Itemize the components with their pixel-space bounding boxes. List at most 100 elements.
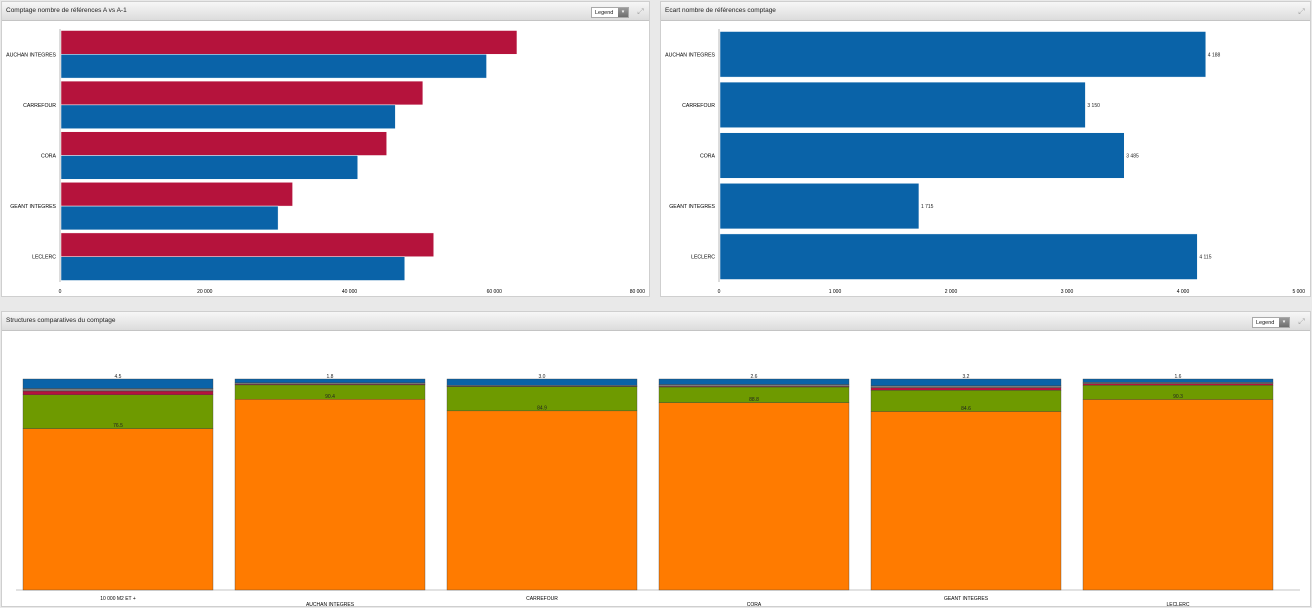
bar [60, 104, 396, 129]
bar-segment [870, 411, 1062, 591]
value-label: 84.9 [537, 405, 547, 411]
value-label: 1 715 [921, 204, 934, 210]
bar-segment [446, 378, 638, 386]
chart-comptage: AUCHAN INTEGRES CARREFOUR CORA GEANT INTEGR… [6, 29, 646, 295]
value-label: 1.6 [1175, 374, 1182, 380]
bar-segment [870, 387, 1062, 391]
bar-segment [446, 386, 638, 412]
tick-label: 2 000 [945, 289, 958, 295]
expand-icon[interactable]: ⤢ [1298, 7, 1305, 16]
chart-structures: 76.5 4.5 10 000 M2 ET + 90.4 1.8 AUCHAN INTEG… [16, 374, 1300, 607]
tick-label: 60 000 [487, 289, 503, 295]
bar [60, 256, 406, 281]
bar-segment [658, 402, 850, 591]
bar-segment [658, 378, 850, 385]
bar [719, 233, 1198, 280]
category-label: CARREFOUR [682, 103, 715, 109]
category-label: CORA [747, 602, 762, 607]
legend-dropdown[interactable]: Legend ▾ [1252, 317, 1290, 328]
panel-header: Ecart nombre de références comptage ⤢ [661, 2, 1310, 21]
bar [60, 54, 487, 79]
bar-segment [234, 382, 426, 385]
bar-segment [1082, 378, 1274, 383]
panel-header: Comptage nombre de références A vs A-1 L… [2, 2, 649, 21]
bar [60, 155, 358, 180]
bar-segment [22, 388, 214, 392]
chart-ecart: AUCHAN INTEGRES 4 188 CARREFOUR 3 150 CORA 3 … [665, 29, 1305, 295]
bar-segment [870, 378, 1062, 386]
value-label: 76.5 [113, 423, 123, 429]
tick-label: 40 000 [342, 289, 358, 295]
tick-label: 5 000 [1292, 289, 1305, 295]
tick-label: 0 [59, 289, 62, 295]
tick-label: 20 000 [197, 289, 213, 295]
category-label: GEANT INTEGRES [669, 204, 715, 210]
value-label: 3 485 [1126, 154, 1139, 160]
bar-segment [658, 384, 850, 387]
category-label: LECLERC [1166, 602, 1189, 607]
tick-label: 1 000 [829, 289, 842, 295]
bar-segment [22, 390, 214, 396]
value-label: 90.4 [325, 394, 335, 400]
value-label: 90.3 [1173, 394, 1183, 400]
category-label: GEANT INTEGRES [944, 596, 989, 602]
value-label: 3.0 [539, 374, 546, 380]
legend-label: Legend [1256, 319, 1275, 326]
category-label: CARREFOUR [526, 596, 558, 602]
value-label: 3 150 [1087, 103, 1100, 109]
bar-segment [1082, 382, 1274, 384]
bar-segment [234, 378, 426, 383]
category-label: AUCHAN INTEGRES [665, 52, 715, 58]
expand-icon[interactable]: ⤢ [637, 7, 644, 16]
bar [719, 81, 1086, 128]
category-label: GEANT INTEGRES [10, 204, 56, 210]
panel-title: Comptage nombre de références A vs A-1 [6, 7, 127, 14]
legend-dropdown[interactable]: Legend ▾ [591, 7, 629, 18]
category-label: 10 000 M2 ET + [100, 596, 136, 602]
bar-segment [446, 410, 638, 591]
bar [60, 80, 424, 106]
bar [60, 182, 293, 207]
category-label: LECLERC [32, 255, 56, 261]
category-label: CARREFOUR [23, 103, 56, 109]
category-label: AUCHAN INTEGRES [6, 52, 56, 58]
panel-header: Structures comparatives du comptage Lege… [2, 312, 1310, 331]
value-label: 88.8 [749, 397, 759, 403]
value-label: 1.8 [327, 374, 334, 380]
panel-ecart: Ecart nombre de références comptage ⤢ AU… [660, 1, 1311, 297]
panel-comptage: Comptage nombre de références A vs A-1 L… [1, 1, 650, 297]
tick-label: 4 000 [1177, 289, 1190, 295]
tick-label: 3 000 [1061, 289, 1074, 295]
bar-segment [22, 378, 214, 389]
bar-segment [22, 428, 214, 591]
value-label: 4 188 [1208, 52, 1221, 58]
value-label: 3.2 [963, 374, 970, 380]
value-label: 2.6 [751, 374, 758, 380]
category-label: CORA [700, 154, 716, 160]
tick-label: 0 [718, 289, 721, 295]
bar-segment [234, 399, 426, 591]
legend-label: Legend [595, 9, 614, 16]
bar [719, 132, 1125, 179]
expand-icon[interactable]: ⤢ [1298, 317, 1305, 326]
chevron-down-icon: ▾ [1279, 318, 1289, 327]
panel-title: Ecart nombre de références comptage [665, 7, 776, 14]
panel-title: Structures comparatives du comptage [6, 317, 116, 324]
value-label: 4 115 [1199, 255, 1211, 261]
bar-segment [1082, 383, 1274, 386]
value-label: 4.5 [115, 374, 122, 380]
bar [60, 205, 279, 231]
bar [60, 232, 434, 257]
category-label: AUCHAN INTEGRES [306, 602, 355, 607]
category-label: LECLERC [691, 255, 715, 261]
panel-structures: Structures comparatives du comptage Lege… [1, 311, 1311, 607]
bar [719, 183, 920, 230]
value-label: 84.6 [961, 406, 971, 412]
bar-segment [22, 394, 214, 429]
chevron-down-icon: ▾ [618, 8, 628, 17]
bar [60, 30, 518, 55]
category-label: CORA [41, 154, 57, 160]
bar [719, 31, 1207, 78]
bar-segment [1082, 399, 1274, 591]
tick-label: 80 000 [630, 289, 646, 295]
